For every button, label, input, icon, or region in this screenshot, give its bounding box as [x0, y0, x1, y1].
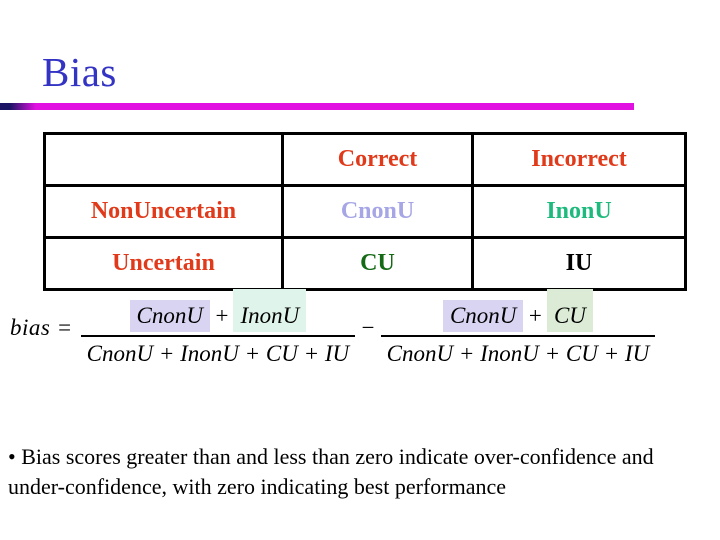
fraction-2: CnonU + CU CnonU + InonU + CU + IU: [380, 289, 656, 367]
cell-iu: IU: [471, 236, 687, 291]
row-label-uncertain: Uncertain: [43, 236, 284, 291]
minus-sign: −: [360, 315, 376, 340]
table-row: NonUncertain CnonU InonU: [43, 184, 687, 239]
bias-formula: bias = CnonU + InonU CnonU + InonU + CU …: [10, 289, 656, 367]
table-header-incorrect: Incorrect: [471, 132, 687, 187]
cell-cu: CU: [281, 236, 474, 291]
bullet-text: Bias scores greater than and less than z…: [8, 444, 654, 500]
bullet-note: • Bias scores greater than and less than…: [8, 442, 686, 503]
fraction-1-numerator: CnonU + InonU: [122, 289, 315, 335]
plus-sign: +: [527, 303, 543, 328]
cell-cnonu: CnonU: [281, 184, 474, 239]
cell-inonu: InonU: [471, 184, 687, 239]
formula-lhs: bias =: [10, 315, 73, 341]
table-header-correct: Correct: [281, 132, 474, 187]
page-title: Bias: [42, 49, 117, 95]
table-row: Uncertain CU IU: [43, 236, 687, 291]
term-cnonu-highlighted: CnonU: [129, 300, 210, 332]
term-inonu-highlighted: InonU: [233, 289, 307, 332]
title-underline: [0, 103, 634, 110]
confusion-table: Correct Incorrect NonUncertain CnonU Ino…: [43, 132, 687, 291]
table-header-row: Correct Incorrect: [43, 132, 687, 187]
term-cnonu-highlighted: CnonU: [442, 300, 524, 332]
fraction-1-denominator: CnonU + InonU + CU + IU: [80, 335, 356, 367]
fraction-2-denominator: CnonU + InonU + CU + IU: [380, 335, 656, 367]
equals-sign: =: [56, 315, 73, 340]
row-label-nonuncertain: NonUncertain: [43, 184, 284, 239]
table-corner-cell: [43, 132, 284, 187]
fraction-1: CnonU + InonU CnonU + InonU + CU + IU: [80, 289, 356, 367]
formula-bias-term: bias: [10, 315, 51, 340]
fraction-2-numerator: CnonU + CU: [435, 289, 601, 335]
term-cu-highlighted: CU: [546, 289, 593, 332]
bullet-marker: •: [8, 444, 16, 469]
plus-sign: +: [213, 303, 230, 328]
